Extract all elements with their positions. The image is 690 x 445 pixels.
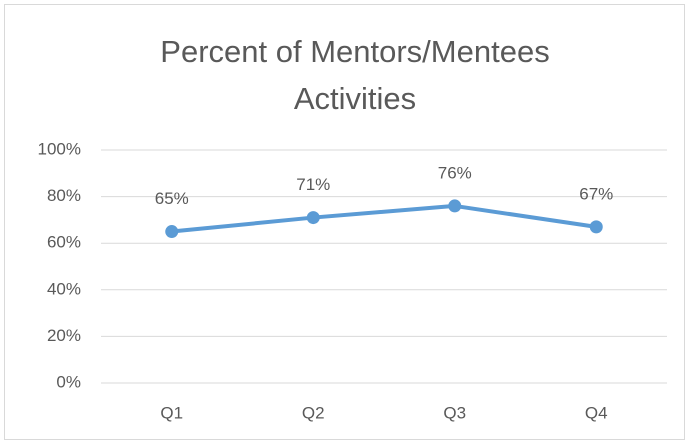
x-tick-label: Q2 xyxy=(302,403,325,422)
data-line xyxy=(171,203,597,234)
data-label: 67% xyxy=(579,184,613,203)
y-tick-label: 0% xyxy=(56,372,81,391)
data-point xyxy=(165,225,179,239)
data-point xyxy=(589,220,603,234)
chart-title: Percent of Mentors/Mentees Activities xyxy=(160,34,550,116)
x-tick-label: Q4 xyxy=(585,403,608,422)
data-point xyxy=(448,199,462,213)
data-label: 76% xyxy=(438,163,472,182)
y-tick-label: 60% xyxy=(47,233,81,252)
x-tick-label: Q3 xyxy=(443,403,466,422)
x-tick-label: Q1 xyxy=(160,403,183,422)
data-point xyxy=(306,211,320,225)
y-tick-label: 80% xyxy=(47,186,81,205)
data-label: 65% xyxy=(155,189,189,208)
y-tick-label: 100% xyxy=(38,139,81,158)
y-tick-label: 40% xyxy=(47,279,81,298)
y-tick-label: 20% xyxy=(47,326,81,345)
data-label: 71% xyxy=(296,175,330,194)
